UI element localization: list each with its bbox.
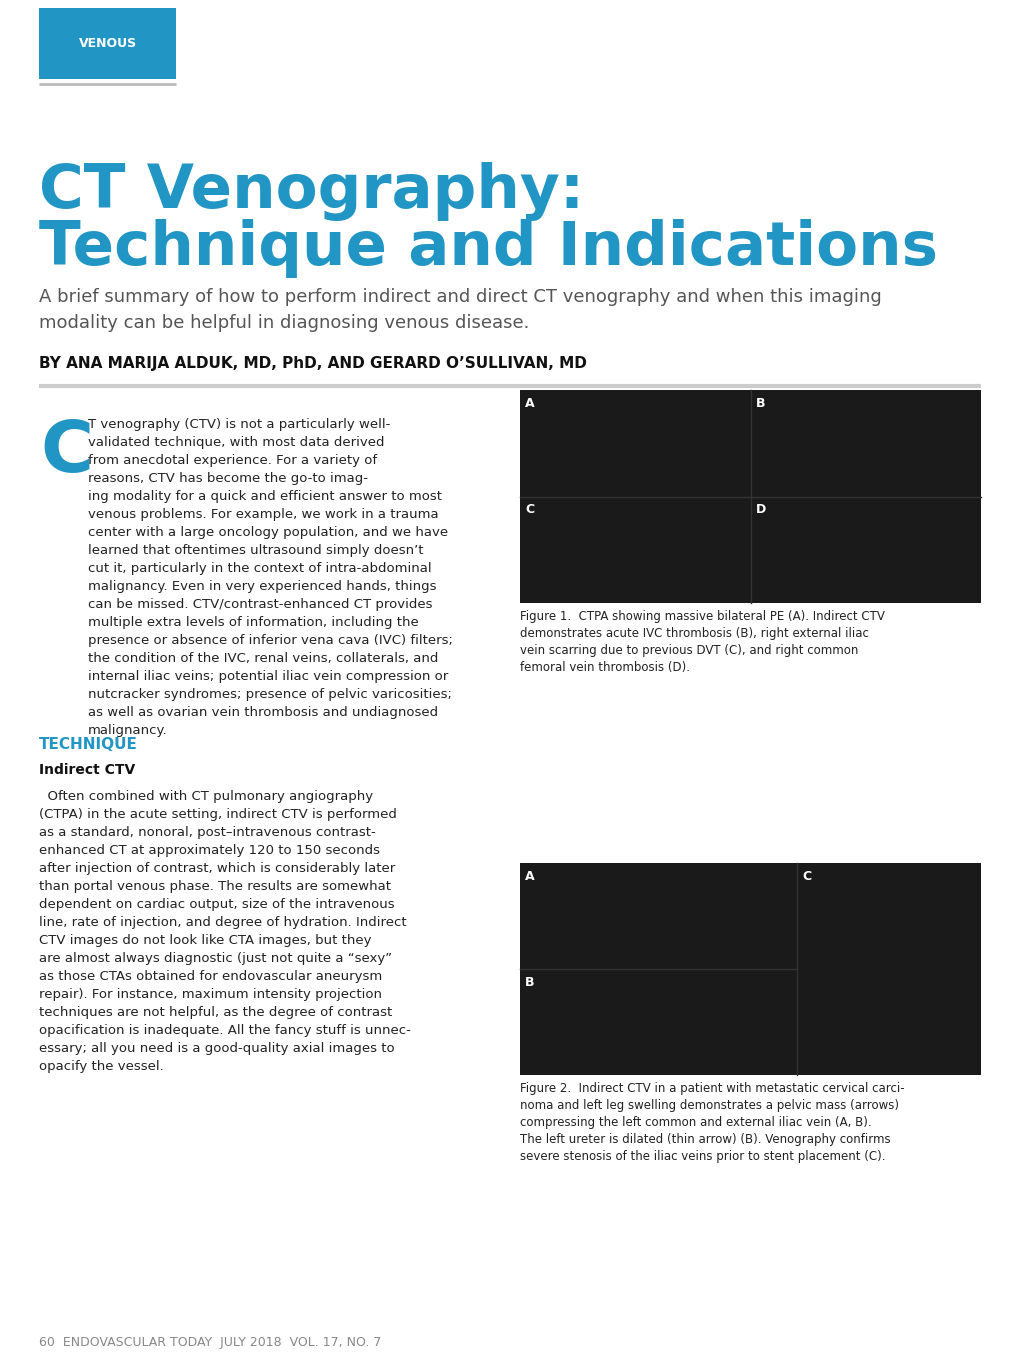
Text: D: D <box>755 503 765 516</box>
Text: Indirect CTV: Indirect CTV <box>39 763 135 777</box>
Text: C: C <box>801 870 810 882</box>
Text: C: C <box>525 503 534 516</box>
Text: Figure 1.  CTPA showing massive bilateral PE (A). Indirect CTV
demonstrates acut: Figure 1. CTPA showing massive bilateral… <box>520 610 884 674</box>
Text: C: C <box>41 418 94 486</box>
Text: VENOUS: VENOUS <box>78 37 137 51</box>
FancyBboxPatch shape <box>39 8 176 79</box>
Text: A brief summary of how to perform indirect and direct CT venography and when thi: A brief summary of how to perform indire… <box>39 288 880 332</box>
Text: 60  ENDOVASCULAR TODAY  JULY 2018  VOL. 17, NO. 7: 60 ENDOVASCULAR TODAY JULY 2018 VOL. 17,… <box>39 1336 381 1348</box>
Text: A: A <box>525 397 534 410</box>
Text: TECHNIQUE: TECHNIQUE <box>39 737 138 752</box>
Text: BY ANA MARIJA ALDUK, MD, PhD, AND GERARD O’SULLIVAN, MD: BY ANA MARIJA ALDUK, MD, PhD, AND GERARD… <box>39 356 586 371</box>
Text: A: A <box>525 870 534 882</box>
Text: B: B <box>525 977 534 989</box>
Text: T venography (CTV) is not a particularly well-
validated technique, with most da: T venography (CTV) is not a particularly… <box>88 418 452 737</box>
Text: CT Venography:: CT Venography: <box>39 162 584 221</box>
FancyBboxPatch shape <box>520 390 980 603</box>
Text: Often combined with CT pulmonary angiography
(CTPA) in the acute setting, indire: Often combined with CT pulmonary angiogr… <box>39 790 411 1074</box>
FancyBboxPatch shape <box>520 863 980 1075</box>
Text: Figure 2.  Indirect CTV in a patient with metastatic cervical carci-
noma and le: Figure 2. Indirect CTV in a patient with… <box>520 1082 904 1163</box>
Text: Technique and Indications: Technique and Indications <box>39 219 936 278</box>
Text: B: B <box>755 397 764 410</box>
